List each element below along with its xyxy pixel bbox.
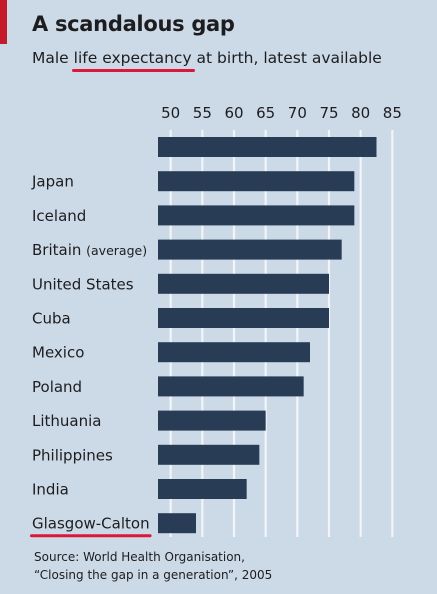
- x-tick-label-65: 65: [256, 104, 275, 122]
- subtitle-highlight: life expectancy: [73, 49, 192, 67]
- category-label-iceland: Iceland: [32, 207, 86, 225]
- category-label-lithuania: Lithuania: [32, 412, 101, 430]
- x-tick-label-60: 60: [224, 104, 243, 122]
- bar-united-states: [158, 273, 329, 294]
- bar-mexico: [158, 342, 310, 363]
- category-label-japan: Japan: [31, 173, 74, 191]
- x-tick-label-70: 70: [288, 104, 307, 122]
- bar-poland: [158, 376, 304, 397]
- x-tick-label-75: 75: [319, 104, 338, 122]
- subtitle-before: Male: [32, 49, 74, 67]
- x-tick-label-55: 55: [193, 104, 212, 122]
- category-label-note: (average): [86, 243, 147, 258]
- bar-philippines: [158, 444, 260, 465]
- chart-title: A scandalous gap: [32, 12, 235, 36]
- category-label-philippines: Philippines: [32, 446, 113, 464]
- x-tick-label-50: 50: [161, 104, 180, 122]
- x-tick-label-85: 85: [383, 104, 402, 122]
- highlight-underline: [30, 534, 152, 538]
- category-label-united-states: United States: [32, 275, 134, 293]
- category-label-glasgow-calton: Glasgow-Calton: [32, 515, 150, 533]
- source-line-2: “Closing the gap in a generation”, 2005: [34, 568, 273, 582]
- bar-glasgow-calton: [158, 513, 196, 534]
- bar-lithuania: [158, 410, 266, 431]
- category-label-india: India: [32, 481, 69, 499]
- category-label-mexico: Mexico: [32, 344, 84, 362]
- bar-britain-average-: [158, 239, 342, 260]
- bar-cuba: [158, 308, 329, 328]
- source-line-1: Source: World Health Organisation,: [34, 550, 245, 564]
- category-label-cuba: Cuba: [32, 310, 71, 328]
- bar-unlabeled: [158, 137, 377, 157]
- category-label-britain-average-: Britain (average): [32, 241, 147, 259]
- bar-iceland: [158, 205, 355, 226]
- chart-subtitle: Male life expectancy at birth, latest av…: [32, 49, 382, 67]
- category-label-poland: Poland: [32, 378, 82, 396]
- accent-bar: [0, 0, 7, 44]
- x-tick-label-80: 80: [351, 104, 370, 122]
- source-note: Source: World Health Organisation, “Clos…: [34, 548, 272, 584]
- bar-japan: [158, 171, 355, 192]
- bar-india: [158, 479, 247, 499]
- subtitle-after: at birth, latest available: [191, 49, 382, 67]
